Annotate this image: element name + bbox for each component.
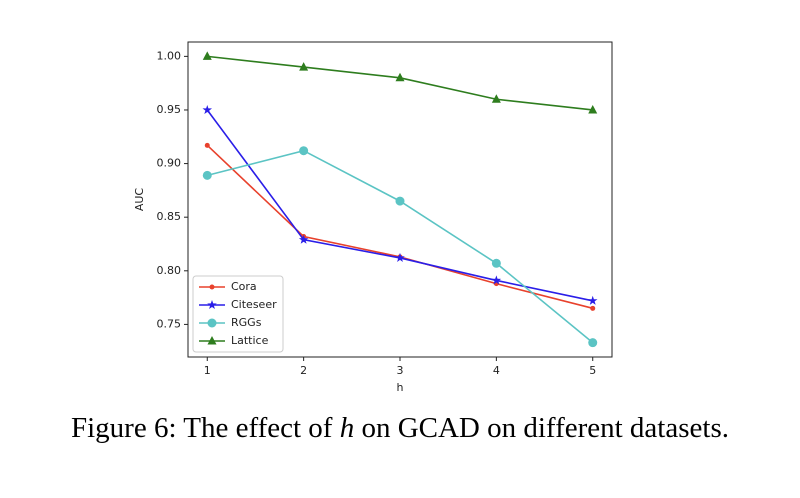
y-tick-label: 0.95 [157, 103, 182, 116]
marker [395, 196, 405, 206]
y-tick-label: 0.85 [157, 210, 182, 223]
marker [202, 51, 212, 60]
plot-frame [187, 41, 613, 358]
marker [590, 305, 596, 311]
marker [588, 104, 598, 114]
caption: Figure 6: The effect of h on GCAD on dif… [71, 412, 729, 444]
marker [207, 300, 217, 309]
marker [207, 318, 217, 328]
x-tick-label: 1 [204, 364, 211, 377]
caption-text: on GCAD on different datasets. [354, 412, 729, 444]
legend-box [192, 275, 284, 353]
x-axis-label: h [397, 381, 404, 394]
marker [202, 170, 212, 180]
y-tick-label: 0.80 [157, 264, 182, 277]
y-axis-label: AUC [133, 188, 146, 212]
caption-symbol: h [340, 412, 355, 444]
x-tick-label: 2 [300, 364, 307, 377]
y-tick-label: 0.90 [157, 157, 182, 170]
x-tick-label: 3 [397, 364, 404, 377]
y-tick-label: 1.00 [157, 49, 182, 62]
marker [298, 234, 309, 244]
marker [491, 275, 502, 285]
marker [207, 336, 217, 345]
x-tick-label: 4 [493, 364, 500, 377]
marker [588, 295, 598, 305]
x-tick-label: 5 [589, 364, 596, 377]
y-tick-label: 0.75 [157, 317, 182, 330]
marker [588, 338, 598, 348]
series-line [207, 55, 593, 111]
marker [299, 146, 309, 156]
marker [202, 105, 212, 114]
marker [204, 142, 210, 148]
marker [491, 258, 501, 268]
legend-label: Lattice [231, 334, 269, 347]
marker [209, 284, 215, 290]
marker [395, 72, 405, 82]
legend-label: RGGs [231, 316, 262, 329]
marker [395, 252, 405, 262]
legend-label: Citeseer [231, 298, 277, 311]
marker [491, 94, 501, 103]
caption-text: Figure 6: The effect of [71, 412, 340, 444]
legend-label: Cora [231, 280, 257, 293]
marker [299, 62, 309, 71]
